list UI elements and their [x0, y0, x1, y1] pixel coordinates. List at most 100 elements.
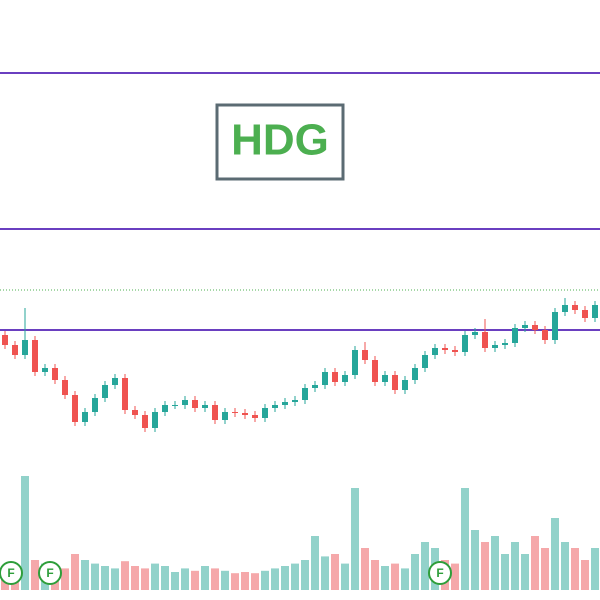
- volume-bar: [561, 542, 569, 590]
- volume-bar: [491, 536, 499, 590]
- candle-body: [462, 335, 468, 352]
- candle-body: [582, 310, 588, 318]
- volume-bar: [481, 542, 489, 590]
- volume-bar: [111, 568, 119, 590]
- candle-body: [172, 405, 178, 406]
- volume-bar: [551, 518, 559, 590]
- symbol-label: HDG: [231, 116, 329, 165]
- volume-bar: [21, 476, 29, 590]
- symbol-box: [215, 103, 345, 181]
- volume-bar: [301, 560, 309, 590]
- volume-bar: [291, 563, 299, 590]
- volume-bar: [421, 542, 429, 590]
- volume-bar: [81, 560, 89, 590]
- candle-body: [452, 350, 458, 352]
- volume-bar: [151, 563, 159, 590]
- candle-body: [302, 388, 308, 400]
- volume-bar: [521, 554, 529, 590]
- candle-body: [432, 348, 438, 355]
- volume-bar: [171, 572, 179, 590]
- volume-bar: [101, 566, 109, 590]
- candle-body: [182, 400, 188, 405]
- candle-body: [562, 305, 568, 312]
- volume-bar: [241, 572, 249, 590]
- candle-body: [362, 350, 368, 360]
- candle-body: [322, 372, 328, 385]
- candle-body: [122, 378, 128, 410]
- volume-bar: [461, 488, 469, 590]
- volume-bar: [401, 568, 409, 590]
- volume-bar: [61, 568, 69, 590]
- candle-body: [342, 375, 348, 382]
- volume-bar: [591, 548, 599, 590]
- volume-bar: [361, 548, 369, 590]
- volume-bar: [191, 570, 199, 590]
- candle-body: [162, 405, 168, 412]
- candle-body: [542, 330, 548, 340]
- candle-body: [312, 385, 318, 388]
- candle-body: [502, 343, 508, 345]
- candle-body: [442, 348, 448, 350]
- candle-body: [392, 375, 398, 390]
- event-label: F: [46, 566, 53, 580]
- candle-body: [2, 335, 8, 345]
- candle-body: [272, 405, 278, 408]
- candle-body: [552, 312, 558, 340]
- event-label: F: [7, 566, 14, 580]
- candle-body: [292, 400, 298, 402]
- event-marker: [428, 561, 452, 585]
- candle-body: [282, 402, 288, 405]
- candle-body: [222, 412, 228, 420]
- volume-bar: [541, 548, 549, 590]
- volume-bar: [281, 566, 289, 590]
- volume-bar: [231, 573, 239, 590]
- volume-bar: [271, 568, 279, 590]
- candle-body: [522, 325, 528, 328]
- candle-body: [192, 400, 198, 408]
- volume-bar: [121, 561, 129, 590]
- event-marker: [38, 561, 62, 585]
- candle-body: [472, 332, 478, 335]
- candle-body: [592, 305, 598, 318]
- volume-bar: [131, 566, 139, 590]
- candle-body: [92, 398, 98, 412]
- volume-bar: [411, 554, 419, 590]
- volume-bar: [581, 560, 589, 590]
- candle-body: [62, 380, 68, 395]
- candle-body: [112, 378, 118, 385]
- candle-body: [72, 395, 78, 422]
- candle-body: [32, 340, 38, 372]
- volume-bar: [71, 554, 79, 590]
- event-label: F: [436, 566, 443, 580]
- candle-body: [82, 412, 88, 422]
- candle-body: [132, 410, 138, 415]
- candle-body: [232, 412, 238, 413]
- candle-body: [22, 340, 28, 355]
- candle-body: [252, 415, 258, 418]
- volume-bar: [91, 563, 99, 590]
- candle-body: [532, 325, 538, 330]
- candle-body: [212, 405, 218, 420]
- candle-body: [412, 368, 418, 380]
- volume-bar: [471, 530, 479, 590]
- candle-body: [12, 345, 18, 355]
- candle-body: [572, 305, 578, 310]
- volume-bar: [451, 563, 459, 590]
- candle-body: [202, 405, 208, 408]
- candle-body: [402, 380, 408, 390]
- candle-body: [422, 355, 428, 368]
- candle-body: [262, 408, 268, 418]
- event-marker: [0, 561, 23, 585]
- candle-body: [332, 372, 338, 382]
- candle-body: [152, 412, 158, 428]
- volume-bar: [531, 536, 539, 590]
- volume-bar: [221, 570, 229, 590]
- volume-bar: [311, 536, 319, 590]
- volume-bar: [351, 488, 359, 590]
- volume-bar: [321, 556, 329, 590]
- candle-body: [382, 375, 388, 382]
- candle-body: [512, 328, 518, 343]
- candle-body: [352, 350, 358, 375]
